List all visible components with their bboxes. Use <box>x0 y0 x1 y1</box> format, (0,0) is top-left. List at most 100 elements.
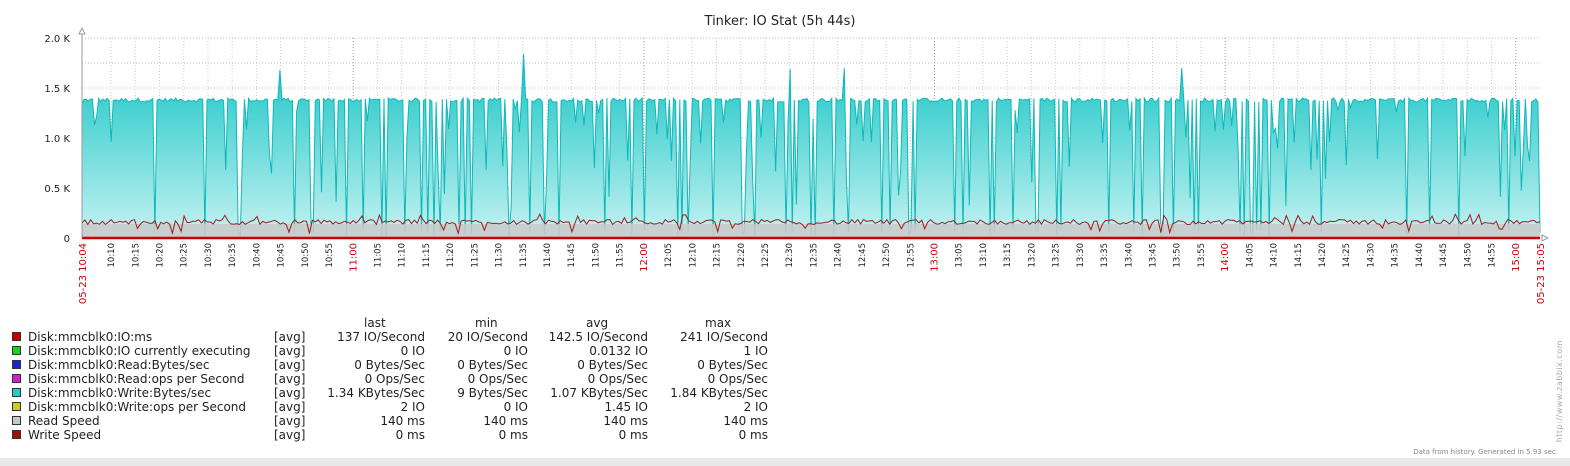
legend-name: Disk:mmcblk0:Write:ops per Second <box>28 400 247 414</box>
x-tick-label: 10:40 <box>252 243 262 268</box>
x-tick-label: 11:15 <box>422 243 432 268</box>
x-tick-label: 11:55 <box>616 243 626 268</box>
x-tick-label: 14:40 <box>1415 243 1425 268</box>
legend-name: Write Speed <box>28 428 102 442</box>
y-axis-arrow <box>78 26 86 35</box>
axes <box>78 26 1550 242</box>
legend-last: 1.34 KBytes/Sec <box>327 386 425 400</box>
x-tick-label: 14:05 <box>1245 243 1255 268</box>
x-tick-label: 13:05 <box>955 243 965 268</box>
legend-last: 137 IO/Second <box>337 330 425 344</box>
legend-header-max: max <box>705 316 732 330</box>
x-tick-label: 13:45 <box>1148 243 1158 268</box>
chart-title: Tinker: IO Stat (5h 44s) <box>704 14 856 29</box>
x-tick-label: 11:35 <box>519 243 529 268</box>
x-tick-label: 11:25 <box>470 243 480 268</box>
legend-name: Disk:mmcblk0:Write:Bytes/sec <box>28 386 212 400</box>
x-tick-label: 13:00 <box>930 243 941 272</box>
legend-name: Disk:mmcblk0:Read:Bytes/sec <box>28 358 210 372</box>
y-tick-label: 0.5 K <box>44 184 70 195</box>
y-ticks: 2.0 K 1.5 K 1.0 K 0.5 K 0 <box>44 34 70 245</box>
x-tick-label: 13:40 <box>1124 243 1134 268</box>
io-stat-chart: Tinker: IO Stat (5h 44s) 2.0 K 1.5 K 1.0 K… <box>44 14 1550 304</box>
x-tick-label: 11:00 <box>348 243 359 272</box>
x-tick-label: 12:25 <box>761 243 771 268</box>
x-tick-label: 14:25 <box>1342 243 1352 268</box>
legend-function: [avg] <box>274 400 306 414</box>
legend-max: 0 Ops/Sec <box>707 372 768 386</box>
x-tick-label: 14:35 <box>1391 243 1401 268</box>
x-tick-label: 12:50 <box>882 243 892 268</box>
x-tick-label: 13:20 <box>1027 243 1037 268</box>
y-tick-label: 2.0 K <box>44 34 70 45</box>
x-tick-label: 12:40 <box>834 243 844 268</box>
legend-min: 140 ms <box>483 414 528 428</box>
x-ticks: 10:10 10:15 10:20 10:25 10:30 10:35 10:40 10:45… <box>78 243 1547 304</box>
x-axis-arrow <box>1541 234 1550 242</box>
legend-swatch <box>12 416 21 425</box>
legend-max: 0 ms <box>738 428 768 442</box>
x-tick-label: 11:10 <box>398 243 408 268</box>
x-tick-label: 10:15 <box>131 243 141 268</box>
x-tick-label: 14:55 <box>1488 243 1498 268</box>
x-tick-label: 10:55 <box>325 243 335 268</box>
x-tick-label: 14:15 <box>1294 243 1304 268</box>
write-bytes-series <box>81 53 1541 238</box>
legend-avg: 1.45 IO <box>604 400 648 414</box>
legend-header-last: last <box>364 316 386 330</box>
x-tick-label: 11:30 <box>495 243 505 268</box>
x-tick-label: 13:25 <box>1052 243 1062 268</box>
legend-min: 9 Bytes/Sec <box>457 386 528 400</box>
x-tick-label: 15:00 <box>1511 243 1522 272</box>
legend-last: 0 IO <box>400 344 425 358</box>
x-tick-label: 12:15 <box>713 243 723 268</box>
legend-avg: 0.0132 IO <box>589 344 648 358</box>
legend-function: [avg] <box>274 414 306 428</box>
legend-last: 2 IO <box>400 400 425 414</box>
legend-max: 2 IO <box>743 400 768 414</box>
x-tick-label: 11:05 <box>373 243 383 268</box>
x-tick-label: 12:35 <box>809 243 819 268</box>
write-speed-series <box>81 212 1541 236</box>
legend-last: 0 Ops/Sec <box>364 372 425 386</box>
x-tick-label: 14:50 <box>1463 243 1473 268</box>
x-tick-label: 13:15 <box>1003 243 1013 268</box>
x-tick-label: 12:55 <box>906 243 916 268</box>
x-tick-label: 10:45 <box>277 243 287 268</box>
legend-min: 20 IO/Second <box>447 330 528 344</box>
legend-min: 0 Bytes/Sec <box>457 358 528 372</box>
legend-swatch <box>12 374 21 383</box>
legend-function: [avg] <box>274 344 306 358</box>
legend-last: 0 Bytes/Sec <box>354 358 425 372</box>
write-speed-line <box>81 212 1541 236</box>
x-tick-label: 12:45 <box>858 243 868 268</box>
x-tick-label: 12:00 <box>639 243 650 272</box>
watermark: http://www.zabbix.com <box>1555 340 1564 443</box>
x-tick-label: 10:35 <box>228 243 238 268</box>
legend-function: [avg] <box>274 358 306 372</box>
x-date-label: 05-23 15:05 <box>1536 243 1547 304</box>
legend-avg: 1.07 KBytes/Sec <box>550 386 648 400</box>
legend-name: Read Speed <box>28 414 100 428</box>
legend-header-min: min <box>475 316 498 330</box>
legend-function: [avg] <box>274 372 306 386</box>
x-tick-label: 14:00 <box>1220 243 1231 272</box>
legend-avg: 0 Ops/Sec <box>587 372 648 386</box>
legend-name: Disk:mmcblk0:IO:ms <box>28 330 153 344</box>
legend-swatch <box>12 402 21 411</box>
legend-max: 1.84 KBytes/Sec <box>670 386 768 400</box>
read-speed-area <box>82 224 1540 238</box>
legend-swatch <box>12 430 21 439</box>
x-tick-label: 11:45 <box>567 243 577 268</box>
legend-last: 140 ms <box>380 414 425 428</box>
legend-min: 0 IO <box>503 344 528 358</box>
x-tick-label: 10:50 <box>301 243 311 268</box>
legend-avg: 140 ms <box>603 414 648 428</box>
legend-avg: 142.5 IO/Second <box>548 330 648 344</box>
footer-strip <box>0 458 1570 466</box>
x-tick-label: 10:10 <box>107 243 117 268</box>
x-tick-label: 10:20 <box>156 243 166 268</box>
legend-name: Disk:mmcblk0:Read:ops per Second <box>28 372 245 386</box>
legend-max: 1 IO <box>743 344 768 358</box>
x-tick-label: 12:10 <box>688 243 698 268</box>
